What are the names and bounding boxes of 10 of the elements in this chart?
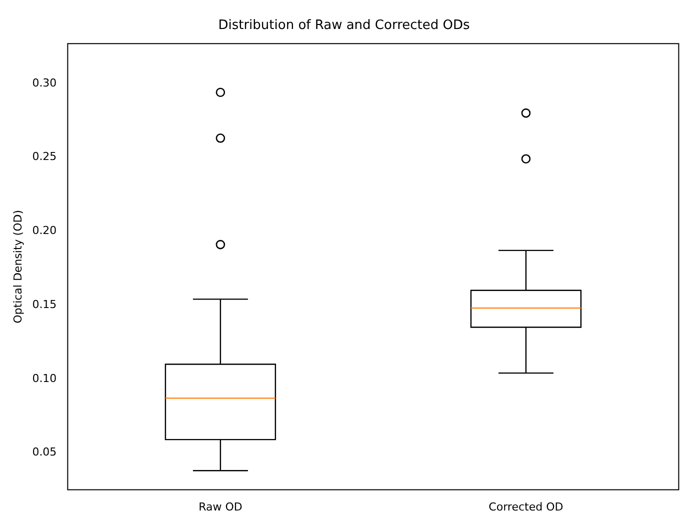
y-tick-label: 0.10 [32,372,57,385]
chart-title: Distribution of Raw and Corrected ODs [218,18,470,34]
y-tick-label: 0.20 [32,224,57,238]
y-tick-label: 0.30 [32,76,57,90]
y-axis-title: Optical Density (OD) [11,210,24,324]
y-tick-label: 0.25 [32,150,57,164]
x-tick-label: Corrected OD [488,500,564,514]
x-tick-label: Raw OD [198,500,242,514]
y-tick-label: 0.05 [32,446,57,459]
y-tick-label: 0.15 [32,298,57,311]
